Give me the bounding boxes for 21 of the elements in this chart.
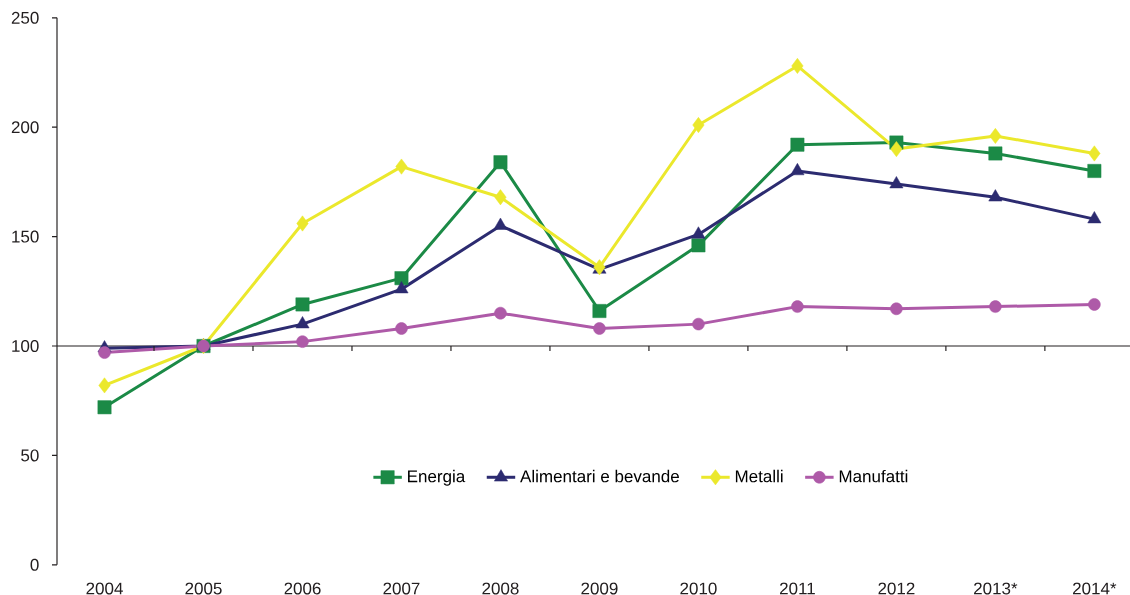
y-tick-label: 50 — [21, 449, 39, 462]
y-tick-label: 250 — [11, 11, 39, 24]
x-tick-label: 2004 — [86, 582, 123, 595]
y-tick-label: 150 — [12, 230, 39, 243]
legend-label: Energia — [408, 469, 466, 486]
x-tick-label: 2009 — [581, 582, 618, 595]
x-tick-label: 2005 — [185, 582, 222, 595]
legend-label: Alimentari e bevande — [520, 469, 679, 483]
y-tick-label: 0 — [30, 558, 39, 571]
y-tick-label: 200 — [11, 121, 39, 134]
x-tick-label: 2011 — [780, 582, 815, 595]
x-tick-label: 2013* — [974, 582, 1018, 595]
y-tick-label: 100 — [12, 339, 39, 353]
x-tick-label: 2010 — [680, 582, 717, 595]
legend-label: Metalli — [735, 469, 783, 483]
x-tick-label: 2008 — [482, 582, 519, 595]
legend-label: Manufatti — [839, 469, 908, 483]
x-tick-label: 2012 — [878, 582, 915, 595]
x-tick-label: 2007 — [383, 582, 420, 595]
x-tick-label: 2014* — [1073, 582, 1117, 595]
x-tick-label: 2006 — [284, 582, 321, 595]
